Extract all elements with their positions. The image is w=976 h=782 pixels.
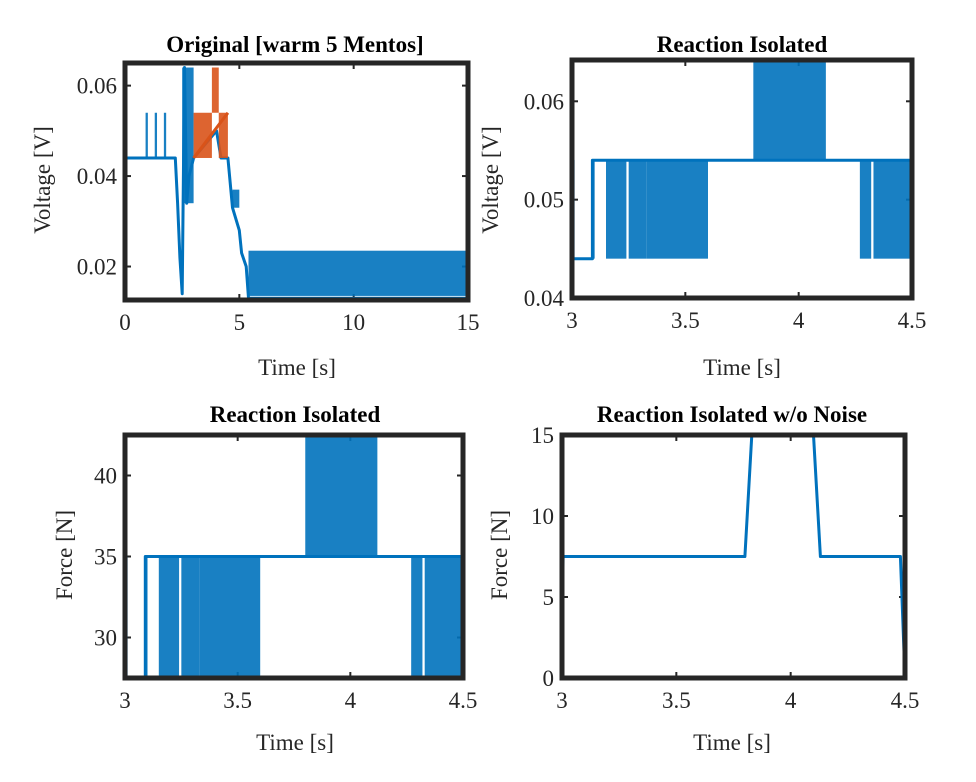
series-0-noise-band-6 [859,160,872,259]
axes-frame [559,432,908,681]
y-axis-label: Force [N] [487,510,512,600]
axes-frame [122,432,466,681]
y-tick-label: 0 [543,666,555,691]
y-tick-label: 40 [94,464,117,489]
x-tick-label: 0 [119,310,131,335]
x-axis-label: Time [s] [693,730,771,755]
chart-title: Reaction Isolated w/o Noise [597,402,867,427]
series-1-noise-band-2 [218,112,228,158]
series-0-noise-band-6 [411,556,423,678]
y-tick-label: 5 [543,585,555,610]
y-tick-label: 30 [94,626,117,651]
axis-ticks: 0 5 10 15 0.02 0.04 0.06 [77,63,480,335]
series-0-noise-band-2 [158,556,180,678]
x-axis-label: Time [s] [256,730,334,755]
y-tick-label: 10 [531,504,554,529]
x-axis-label: Time [s] [258,355,336,380]
series-0-noise-band-4 [199,556,261,678]
x-tick-label: 3 [119,688,131,713]
series-0-noise-band-3 [181,556,200,678]
series-0-noise-band-3 [628,160,647,259]
y-tick-label: 0.06 [524,89,564,114]
x-tick-label: 3.5 [662,688,691,713]
chart-title: Reaction Isolated [657,32,828,57]
plot-area [562,435,905,678]
x-tick-label: 3 [556,688,568,713]
series-0-noise-band-4 [646,160,708,259]
y-tick-label: 35 [94,545,117,570]
panel-reaction-isolated-force: Reaction Isolated Force [N] Time [s] 3 3.… [52,402,477,755]
series-0-noise-band-3 [182,67,194,204]
x-tick-label: 4 [345,688,357,713]
x-tick-label: 4.5 [449,688,478,713]
x-tick-label: 4.5 [891,688,920,713]
x-tick-label: 10 [342,310,365,335]
series-0-noise-band-7 [873,160,912,259]
series-0-line [562,435,905,678]
series-0-noise-band-1 [154,112,158,158]
series-0-noise-band-2 [163,112,167,158]
panel-reaction-isolated-no-noise: Reaction Isolated w/o Noise Force [N] Ti… [487,402,919,755]
y-tick-label: 15 [531,423,554,448]
plot-area [125,435,463,678]
x-tick-label: 3 [566,308,578,333]
x-tick-label: 4 [793,308,805,333]
y-axis-label: Voltage [V] [30,126,55,234]
x-tick-label: 3.5 [671,308,700,333]
plot-area [125,66,468,300]
chart-title: Reaction Isolated [210,402,381,427]
series-0-noise-band-2 [606,160,627,259]
y-tick-label: 0.05 [524,188,564,213]
series-0-noise-band-5 [248,250,468,296]
x-tick-label: 4 [785,688,797,713]
panel-original: Original [warm 5 Mentos] Voltage [V] Tim… [30,32,480,380]
x-tick-label: 4.5 [898,308,927,333]
series-0-noise-band-5 [305,435,378,557]
plot-area [572,61,912,261]
x-tick-label: 5 [234,310,246,335]
chart-title: Original [warm 5 Mentos] [166,32,423,57]
series-1-noise-band-0 [193,112,212,158]
series-0-noise-band-7 [424,556,463,678]
series-1-line [192,111,230,159]
series-1-noise-band-1 [211,67,219,113]
x-axis-label: Time [s] [703,355,781,380]
y-tick-label: 0.02 [77,255,117,280]
y-tick-label: 0.06 [77,74,117,99]
y-axis-label: Force [N] [52,510,77,600]
axis-ticks: 3 3.5 4 4.5 0 5 10 15 [531,423,919,713]
x-tick-label: 15 [457,310,480,335]
y-tick-label: 0.04 [524,286,565,311]
series-0-noise-band-5 [753,61,826,161]
y-axis-label: Voltage [V] [478,126,503,234]
panel-reaction-isolated-voltage: Reaction Isolated Voltage [V] Time [s] 3… [478,32,926,380]
axes-frame [569,57,915,301]
y-tick-label: 0.04 [77,164,118,189]
axes-frame [122,60,471,303]
x-tick-label: 3.5 [223,688,252,713]
series-0-noise-band-4 [232,189,240,208]
series-0-noise-band-0 [145,112,148,158]
